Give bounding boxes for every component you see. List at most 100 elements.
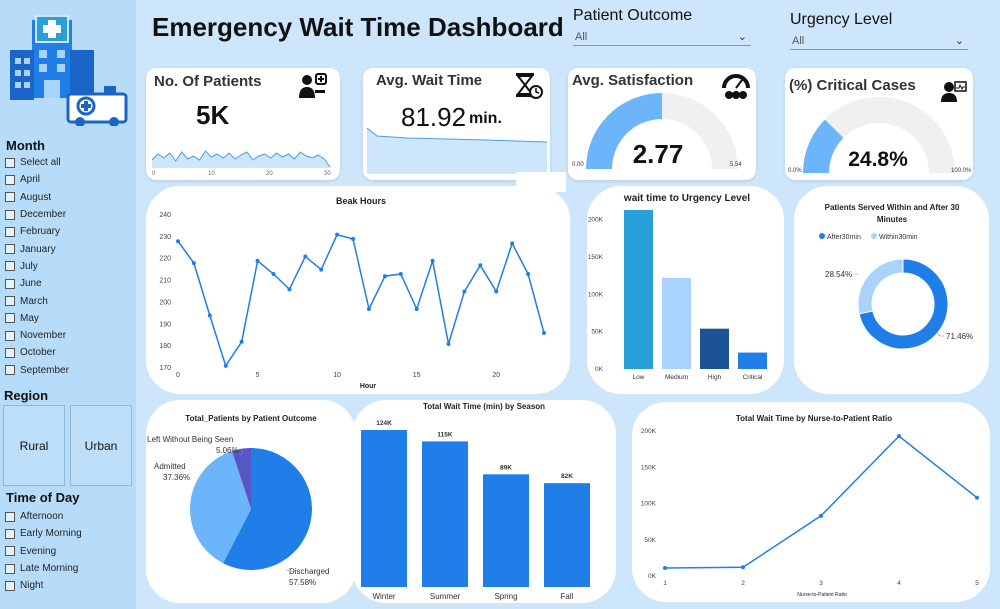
- served-30-title-line2: Minutes: [877, 215, 908, 224]
- served-30-card[interactable]: Patients Served Within and After 30 Minu…: [794, 186, 989, 394]
- y-tick-label: 200: [159, 299, 171, 306]
- checkbox[interactable]: [5, 546, 15, 557]
- wait-time-sparkline-line: [367, 127, 547, 143]
- checkbox[interactable]: [5, 563, 15, 574]
- leader-line: [240, 447, 244, 457]
- leader-line: [285, 569, 297, 573]
- checkbox[interactable]: [5, 209, 15, 220]
- x-tick-label: 0: [176, 372, 180, 379]
- outcome-title: Total_Patients by Patient Outcome: [185, 414, 317, 423]
- patients-sparkline-area: [152, 151, 330, 168]
- urgency-level-dropdown[interactable]: All ⌄: [790, 33, 968, 50]
- urgency-title: wait time to Urgency Level: [623, 193, 750, 204]
- time-of-day-option-label: Late Morning: [20, 563, 79, 575]
- patient-outcome-filter-label: Patient Outcome: [573, 7, 693, 24]
- time-of-day-option[interactable]: Early Morning: [5, 525, 82, 542]
- month-option[interactable]: July: [5, 258, 69, 275]
- nurse-ratio-title: Total Wait Time by Nurse-to-Patient Rati…: [736, 414, 892, 423]
- nurse-ratio-chart: Total Wait Time by Nurse-to-Patient Rati…: [641, 414, 979, 598]
- checkbox[interactable]: [5, 365, 15, 376]
- urgency-card[interactable]: wait time to Urgency Level 0K 50K 100K 150K…: [587, 186, 784, 394]
- kpi-critical-card[interactable]: (%) Critical Cases 0.0% 100.0% 24.8%: [785, 68, 973, 180]
- time-of-day-option-label: Early Morning: [20, 528, 82, 540]
- kpi-patients-value: 5K: [196, 100, 230, 130]
- x-tick-label: Fall: [561, 592, 574, 601]
- peak-hours-point: [430, 258, 435, 263]
- region-rural-button[interactable]: Rural: [3, 405, 65, 486]
- peak-hours-xlabel: Hour: [360, 383, 377, 390]
- gauge-min-label: 0.00: [572, 162, 584, 168]
- checkbox[interactable]: [5, 511, 15, 522]
- month-option[interactable]: Select all: [5, 154, 69, 171]
- month-option-label: May: [20, 312, 39, 324]
- month-option[interactable]: October: [5, 344, 69, 361]
- time-of-day-option[interactable]: Afternoon: [5, 508, 82, 525]
- peak-hours-point: [462, 289, 467, 294]
- month-option[interactable]: April: [5, 171, 69, 188]
- x-tick-label: Spring: [494, 592, 517, 601]
- month-option[interactable]: September: [5, 362, 69, 379]
- x-tick-label: Medium: [665, 374, 688, 381]
- month-option[interactable]: February: [5, 223, 69, 240]
- kpi-patients-card[interactable]: No. Of Patients 5K 0 10 20 30: [146, 68, 340, 180]
- season-card[interactable]: Total Wait Time (min) by Season 124K Wint…: [352, 400, 616, 603]
- data-label: 57.58%: [289, 578, 316, 587]
- x-tick-label: 3: [819, 580, 823, 587]
- nurse-ratio-point: [741, 565, 745, 570]
- season-chart: Total Wait Time (min) by Season 124K Wint…: [361, 402, 590, 601]
- time-of-day-option[interactable]: Late Morning: [5, 560, 82, 577]
- region-urban-button[interactable]: Urban: [70, 405, 132, 486]
- x-tick-label: 10: [333, 372, 341, 379]
- checkbox[interactable]: [5, 528, 15, 539]
- x-tick-label: 2: [741, 580, 745, 587]
- checkbox[interactable]: [5, 192, 15, 203]
- peak-hours-point: [223, 363, 228, 368]
- spark-tick: 30: [324, 171, 331, 177]
- patient-outcome-dropdown[interactable]: All ⌄: [573, 29, 751, 46]
- hourglass-icon: [515, 73, 543, 99]
- kpi-wait-time-card[interactable]: Avg. Wait Time 81.92 min.: [363, 68, 550, 180]
- checkbox[interactable]: [5, 261, 15, 272]
- time-of-day-option[interactable]: Night: [5, 577, 82, 594]
- peak-hours-point: [319, 267, 324, 272]
- kpi-satisfaction-card[interactable]: Avg. Satisfaction 0.00 5.54 2.77: [568, 68, 756, 180]
- nurse-ratio-xlabel: Nurse-to-Patient Ratio: [797, 592, 847, 598]
- y-tick-label: 190: [159, 321, 171, 328]
- checkbox[interactable]: [5, 313, 15, 324]
- x-tick-label: 5: [256, 372, 260, 379]
- checkbox[interactable]: [5, 330, 15, 341]
- checkbox[interactable]: [5, 278, 15, 289]
- x-tick-label: Low: [633, 374, 645, 381]
- time-of-day-option[interactable]: Evening: [5, 543, 82, 560]
- nurse-ratio-card[interactable]: Total Wait Time by Nurse-to-Patient Rati…: [632, 402, 990, 602]
- month-option[interactable]: June: [5, 275, 69, 292]
- checkbox[interactable]: [5, 244, 15, 255]
- urgency-bar: [738, 352, 767, 369]
- kpi-wait-time-unit: min.: [469, 110, 502, 127]
- y-tick-label: 150K: [641, 464, 657, 471]
- y-tick-label: 0K: [648, 573, 657, 580]
- month-option[interactable]: December: [5, 206, 69, 223]
- y-tick-label: 200K: [588, 217, 604, 224]
- month-option[interactable]: November: [5, 327, 69, 344]
- month-option[interactable]: January: [5, 240, 69, 257]
- outcome-card[interactable]: Total_Patients by Patient Outcome Discha…: [146, 400, 356, 603]
- peak-hours-card[interactable]: Beak Hours Hour 170 180 190 200 210 220 230 240…: [146, 186, 570, 394]
- x-tick-label: 20: [492, 372, 500, 379]
- month-option[interactable]: August: [5, 189, 69, 206]
- checkbox[interactable]: [5, 296, 15, 307]
- month-option[interactable]: March: [5, 292, 69, 309]
- month-option[interactable]: May: [5, 310, 69, 327]
- checkbox[interactable]: [5, 174, 15, 185]
- checkbox[interactable]: [5, 226, 15, 237]
- y-tick-label: 210: [159, 278, 171, 285]
- checkbox[interactable]: [5, 347, 15, 358]
- satisfaction-gauge-icon: [722, 74, 750, 99]
- checkbox[interactable]: [5, 157, 15, 168]
- leader-line: [935, 331, 944, 337]
- data-label: 37.36%: [163, 473, 190, 482]
- month-option-label: November: [20, 330, 67, 342]
- peak-hours-point: [191, 261, 196, 266]
- data-label: 28.54%: [825, 270, 852, 279]
- checkbox[interactable]: [5, 580, 15, 591]
